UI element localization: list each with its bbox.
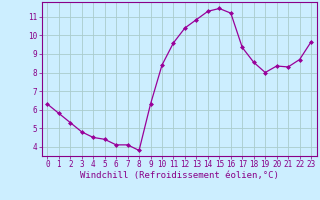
X-axis label: Windchill (Refroidissement éolien,°C): Windchill (Refroidissement éolien,°C) <box>80 171 279 180</box>
